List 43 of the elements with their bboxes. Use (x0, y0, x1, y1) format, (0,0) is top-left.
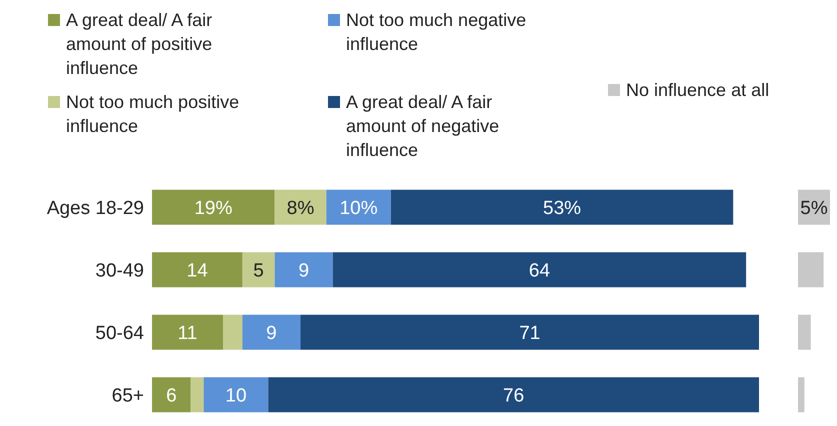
bar (152, 190, 275, 225)
bar (798, 377, 804, 412)
data-label: 10% (340, 198, 378, 219)
bar (332, 252, 746, 288)
data-label: 14 (186, 260, 208, 282)
data-label: 8% (286, 198, 314, 219)
data-label: 6 (166, 385, 177, 406)
bar (152, 377, 191, 412)
bar (798, 252, 824, 288)
y-tick-label: Ages 18-29 (46, 198, 144, 219)
bar (274, 252, 333, 288)
y-tick-label: 65+ (112, 385, 144, 406)
data-label: 64 (528, 260, 550, 282)
bar (326, 190, 391, 225)
legend-label: Not too much negative influence (346, 9, 528, 56)
data-label: 19% (194, 198, 232, 219)
bar (223, 314, 242, 350)
bar (798, 314, 811, 350)
data-label: 5% (800, 198, 828, 219)
data-label: 11 (178, 322, 198, 344)
bar (268, 377, 759, 412)
data-label: 71 (519, 322, 540, 344)
data-label: 9 (266, 322, 277, 344)
bar (300, 314, 759, 350)
bar (204, 377, 268, 412)
data-label: 76 (503, 385, 524, 406)
data-label: 9 (298, 260, 310, 282)
legend-label: A great deal/ A fair amount of negative influence (346, 91, 500, 162)
data-label: 10 (225, 385, 247, 406)
bar (274, 190, 326, 225)
bar (152, 252, 242, 288)
y-tick-label: 30-49 (95, 260, 144, 282)
bar (242, 252, 275, 288)
bar (242, 314, 301, 350)
data-label: 5 (253, 260, 264, 282)
bar (390, 190, 734, 225)
legend-label: No influence at all (626, 79, 770, 102)
legend-label: Not too much positive influence (66, 91, 240, 138)
legend-label: A great deal/ A fair amount of positive influence (66, 9, 214, 80)
data-label: 53% (543, 198, 582, 219)
y-tick-label: 50-64 (95, 322, 144, 344)
bar (190, 377, 204, 412)
bar (152, 314, 224, 350)
